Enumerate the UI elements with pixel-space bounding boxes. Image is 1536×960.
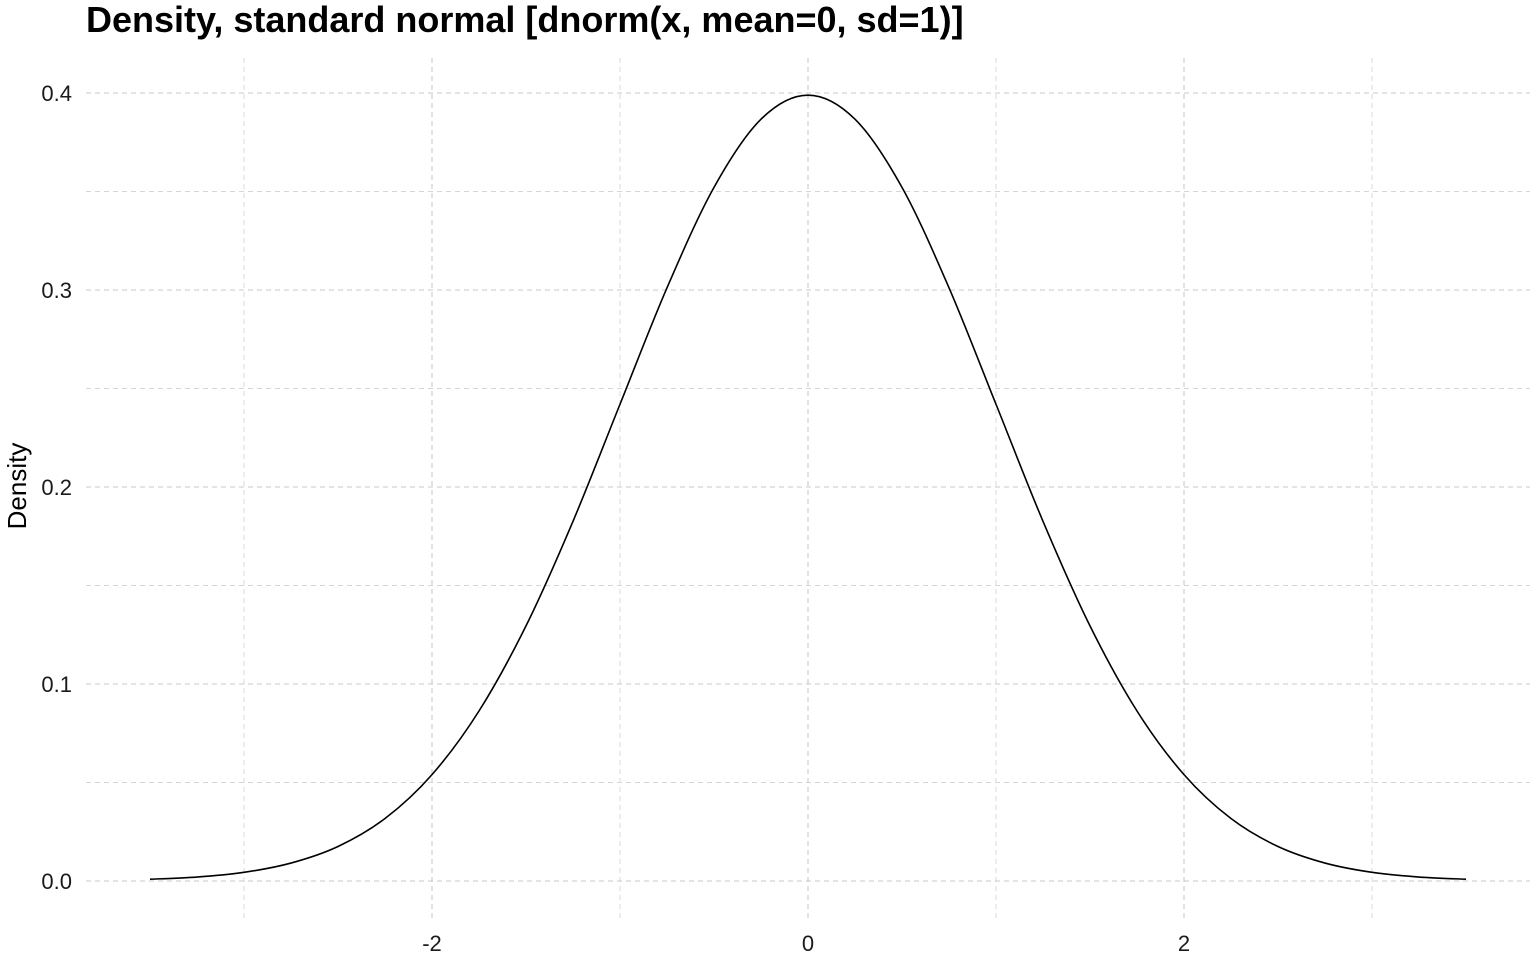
- x-tick-label: 2: [1178, 931, 1190, 956]
- y-axis-label: Density: [2, 443, 32, 530]
- x-tick-labels: -2 0 2: [422, 931, 1190, 956]
- x-tick-label: -2: [422, 931, 442, 956]
- y-tick-labels: 0.0 0.1 0.2 0.3 0.4: [41, 81, 72, 894]
- series-layer: [149, 94, 1467, 881]
- x-tick-label: 0: [802, 931, 814, 956]
- y-tick-label: 0.3: [41, 278, 72, 303]
- y-tick-label: 0.2: [41, 475, 72, 500]
- y-tick-label: 0.0: [41, 869, 72, 894]
- gridlines: [86, 58, 1530, 920]
- y-tick-label: 0.4: [41, 81, 72, 106]
- y-tick-label: 0.1: [41, 672, 72, 697]
- density-curve: [149, 94, 1467, 881]
- chart-title: Density, standard normal [dnorm(x, mean=…: [86, 0, 964, 40]
